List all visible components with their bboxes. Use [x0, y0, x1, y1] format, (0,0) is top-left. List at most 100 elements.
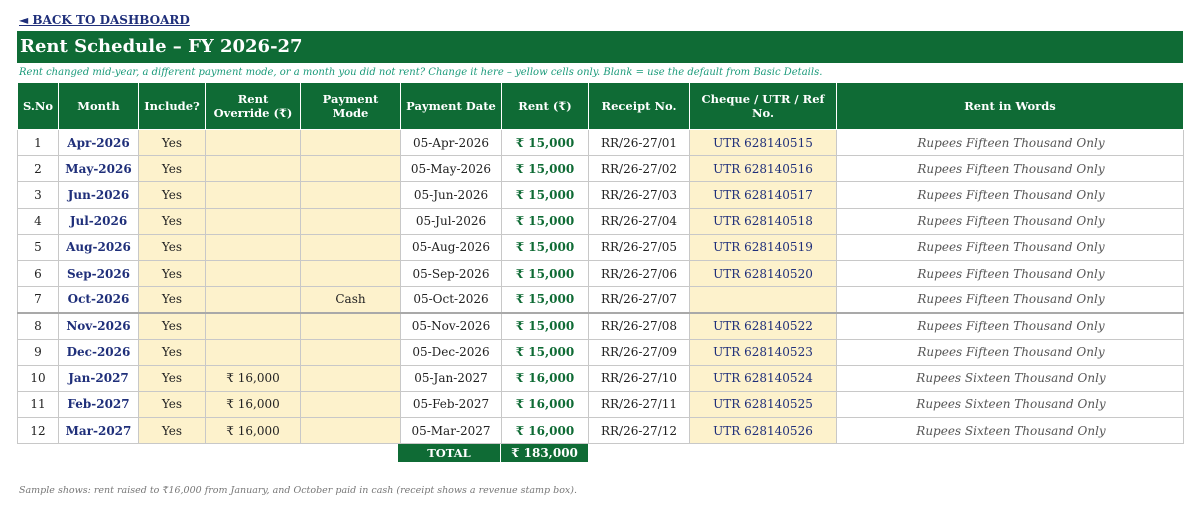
rent-in-words-cell: Rupees Sixteen Thousand Only — [836, 417, 1184, 445]
sno-cell: 3 — [17, 181, 59, 209]
payment-mode-cell[interactable] — [300, 128, 401, 157]
rent-in-words-cell: Rupees Fifteen Thousand Only — [836, 311, 1184, 340]
ref-no-cell[interactable]: UTR 628140522 — [689, 311, 837, 340]
payment-mode-cell[interactable] — [300, 259, 401, 288]
payment-date-cell: 05-Nov-2026 — [400, 311, 502, 340]
rent-in-words-cell: Rupees Fifteen Thousand Only — [836, 338, 1184, 366]
include-cell[interactable]: Yes — [138, 233, 206, 261]
rent-in-words-cell: Rupees Fifteen Thousand Only — [836, 128, 1184, 157]
sno-cell: 6 — [17, 259, 59, 288]
month-cell: Nov-2026 — [58, 311, 139, 340]
rent-override-cell[interactable] — [205, 338, 301, 366]
rent-override-cell[interactable] — [205, 155, 301, 183]
receipt-no-cell: RR/26-27/08 — [588, 311, 690, 340]
include-cell[interactable]: Yes — [138, 286, 206, 314]
rent-override-cell[interactable] — [205, 259, 301, 288]
ref-no-cell[interactable]: UTR 628140520 — [689, 259, 837, 288]
payment-mode-cell[interactable] — [300, 155, 401, 183]
payment-mode-cell[interactable] — [300, 338, 401, 366]
sno-cell: 10 — [17, 364, 59, 392]
rent-override-cell[interactable] — [205, 311, 301, 340]
table-row: 7 Oct-2026 Yes Cash 05-Oct-2026 ₹ 15,000 RR/26… — [17, 286, 1184, 314]
month-cell: Feb-2027 — [58, 390, 139, 419]
include-cell[interactable]: Yes — [138, 338, 206, 366]
ref-no-cell[interactable]: UTR 628140525 — [689, 390, 837, 419]
rent-in-words-cell: Rupees Fifteen Thousand Only — [836, 259, 1184, 288]
rent-cell: ₹ 15,000 — [501, 311, 589, 340]
rent-override-cell[interactable] — [205, 286, 301, 314]
rent-override-cell[interactable]: ₹ 16,000 — [205, 390, 301, 419]
rent-override-cell[interactable] — [205, 181, 301, 209]
sno-cell: 5 — [17, 233, 59, 261]
sno-cell: 2 — [17, 155, 59, 183]
payment-date-cell: 05-Mar-2027 — [400, 417, 502, 445]
rent-cell: ₹ 15,000 — [501, 233, 589, 261]
ref-no-cell[interactable]: UTR 628140518 — [689, 207, 837, 235]
table-row: 8 Nov-2026 Yes 05-Nov-2026 ₹ 15,000 RR/26-27/… — [17, 311, 1184, 340]
rent-in-words-cell: Rupees Fifteen Thousand Only — [836, 207, 1184, 235]
ref-no-cell[interactable]: UTR 628140524 — [689, 364, 837, 392]
payment-mode-cell[interactable] — [300, 181, 401, 209]
payment-mode-cell[interactable]: Cash — [300, 286, 401, 314]
rent-override-cell[interactable] — [205, 207, 301, 235]
ref-no-cell[interactable]: UTR 628140523 — [689, 338, 837, 366]
rent-in-words-cell: Rupees Fifteen Thousand Only — [836, 286, 1184, 314]
table-row: 3 Jun-2026 Yes 05-Jun-2026 ₹ 15,000 RR/26-27/… — [17, 181, 1184, 209]
rent-cell: ₹ 15,000 — [501, 259, 589, 288]
month-cell: Sep-2026 — [58, 259, 139, 288]
receipt-no-cell: RR/26-27/11 — [588, 390, 690, 419]
payment-mode-cell[interactable] — [300, 311, 401, 340]
col-header-sno: S.No — [17, 82, 59, 130]
instruction-note: Rent changed mid-year, a different payme… — [19, 67, 823, 78]
ref-no-cell[interactable]: UTR 628140517 — [689, 181, 837, 209]
month-cell: Jul-2026 — [58, 207, 139, 235]
include-cell[interactable]: Yes — [138, 364, 206, 392]
rent-in-words-cell: Rupees Sixteen Thousand Only — [836, 364, 1184, 392]
include-cell[interactable]: Yes — [138, 155, 206, 183]
table-row: 12 Mar-2027 Yes ₹ 16,000 05-Mar-2027 ₹ 16,000… — [17, 417, 1184, 445]
payment-date-cell: 05-Aug-2026 — [400, 233, 502, 261]
rent-override-cell[interactable]: ₹ 16,000 — [205, 417, 301, 445]
table-row: 10 Jan-2027 Yes ₹ 16,000 05-Jan-2027 ₹ 16,000… — [17, 364, 1184, 392]
table-row: 6 Sep-2026 Yes 05-Sep-2026 ₹ 15,000 RR/26-27/… — [17, 259, 1184, 288]
include-cell[interactable]: Yes — [138, 417, 206, 445]
payment-mode-cell[interactable] — [300, 417, 401, 445]
rent-cell: ₹ 15,000 — [501, 286, 589, 314]
table-row: 11 Feb-2027 Yes ₹ 16,000 05-Feb-2027 ₹ 16,000… — [17, 390, 1184, 419]
payment-date-cell: 05-Apr-2026 — [400, 128, 502, 157]
back-to-dashboard-link[interactable]: ◄ BACK TO DASHBOARD — [19, 13, 190, 27]
payment-mode-cell[interactable] — [300, 233, 401, 261]
include-cell[interactable]: Yes — [138, 311, 206, 340]
ref-no-cell[interactable]: UTR 628140526 — [689, 417, 837, 445]
rent-override-cell[interactable]: ₹ 16,000 — [205, 364, 301, 392]
payment-mode-cell[interactable] — [300, 207, 401, 235]
ref-no-cell[interactable]: UTR 628140515 — [689, 128, 837, 157]
rent-in-words-cell: Rupees Fifteen Thousand Only — [836, 233, 1184, 261]
payment-mode-cell[interactable] — [300, 364, 401, 392]
receipt-no-cell: RR/26-27/06 — [588, 259, 690, 288]
rent-override-cell[interactable] — [205, 233, 301, 261]
month-cell: May-2026 — [58, 155, 139, 183]
table-row: 9 Dec-2026 Yes 05-Dec-2026 ₹ 15,000 RR/26-27/… — [17, 338, 1184, 366]
payment-date-cell: 05-Jul-2026 — [400, 207, 502, 235]
rent-schedule-table: S.No Month Include? Rent Override (₹) Pa… — [17, 82, 1184, 445]
col-header-month: Month — [58, 82, 139, 130]
col-header-include: Include? — [138, 82, 206, 130]
ref-no-cell[interactable]: UTR 628140519 — [689, 233, 837, 261]
table-row: 1 Apr-2026 Yes 05-Apr-2026 ₹ 15,000 RR/26-27/… — [17, 128, 1184, 157]
include-cell[interactable]: Yes — [138, 259, 206, 288]
month-cell: Oct-2026 — [58, 286, 139, 314]
rent-override-cell[interactable] — [205, 128, 301, 157]
payment-mode-cell[interactable] — [300, 390, 401, 419]
rent-cell: ₹ 15,000 — [501, 128, 589, 157]
sno-cell: 8 — [17, 311, 59, 340]
include-cell[interactable]: Yes — [138, 207, 206, 235]
include-cell[interactable]: Yes — [138, 390, 206, 419]
ref-no-cell[interactable]: UTR 628140516 — [689, 155, 837, 183]
ref-no-cell[interactable] — [689, 286, 837, 314]
sno-cell: 4 — [17, 207, 59, 235]
include-cell[interactable]: Yes — [138, 181, 206, 209]
col-header-ref-no: Cheque / UTR / Ref No. — [689, 82, 837, 130]
receipt-no-cell: RR/26-27/03 — [588, 181, 690, 209]
include-cell[interactable]: Yes — [138, 128, 206, 157]
